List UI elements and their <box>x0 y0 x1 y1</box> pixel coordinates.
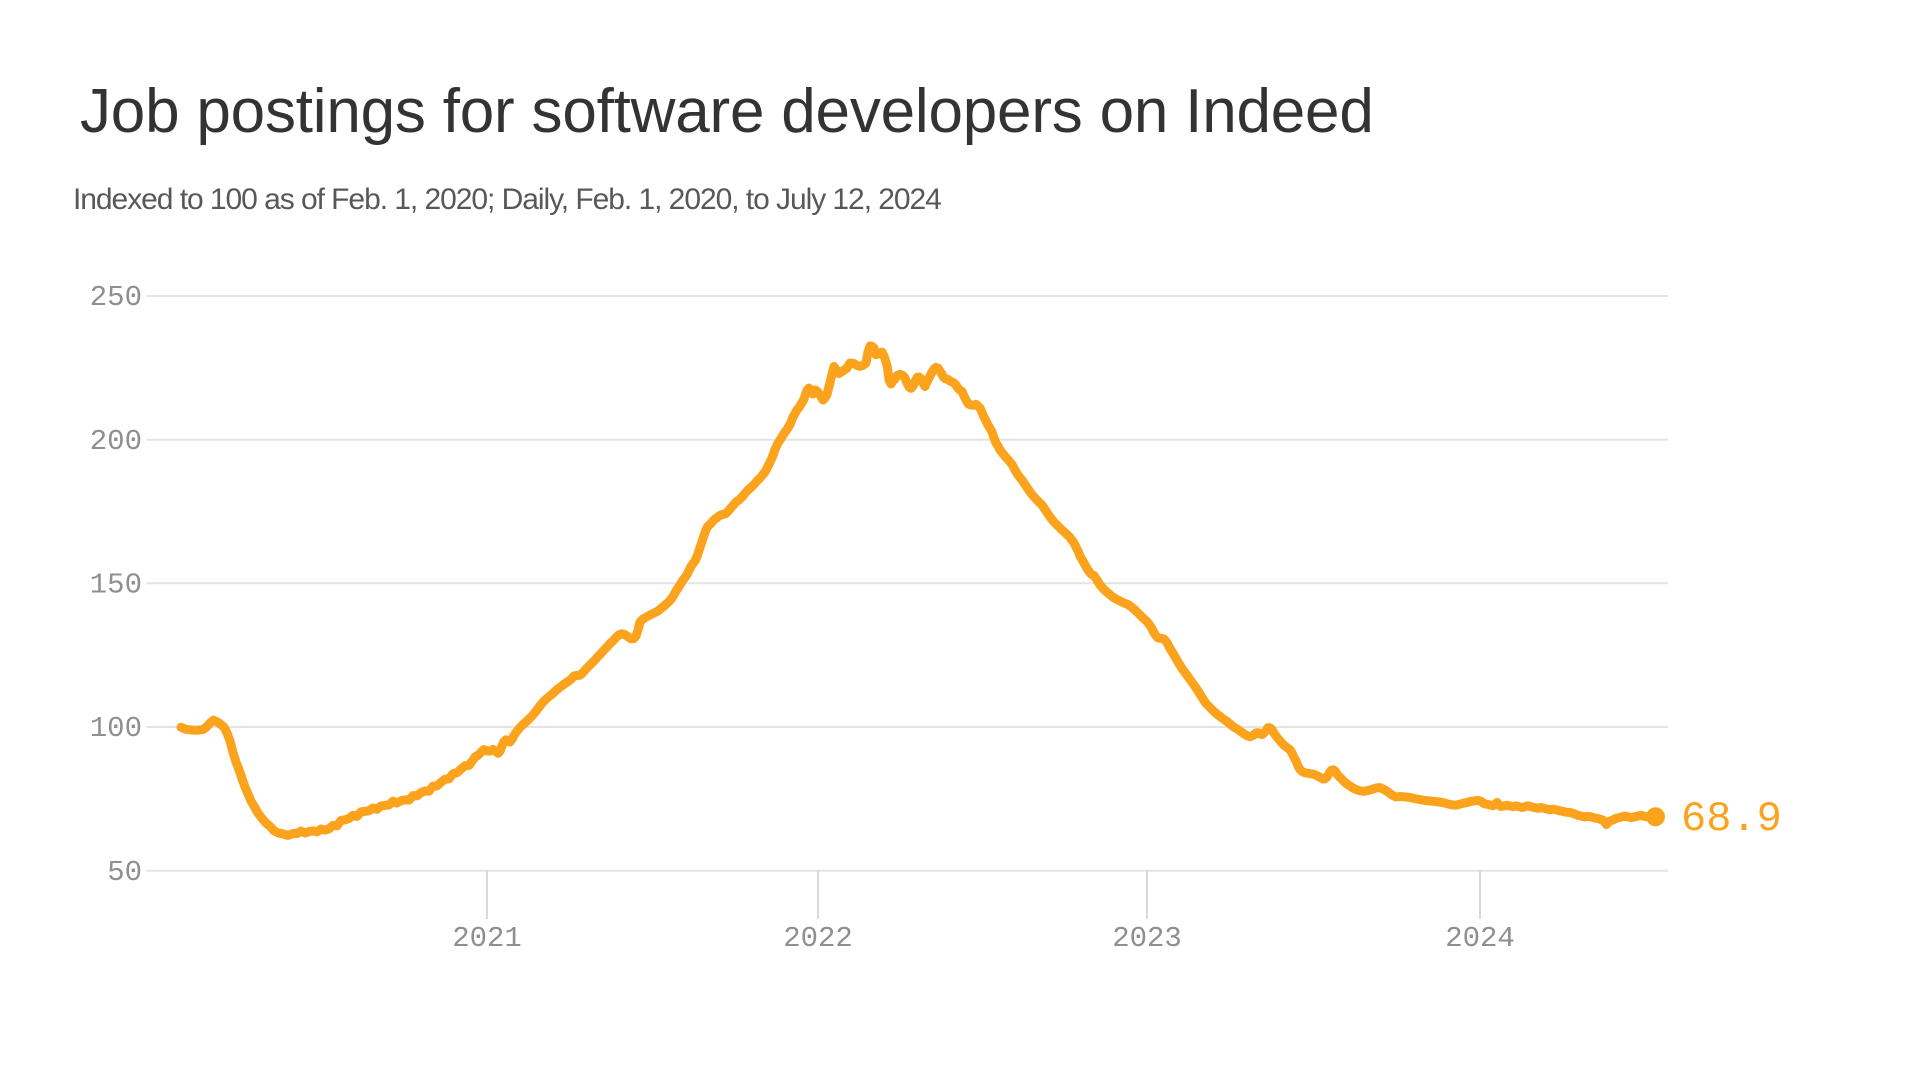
svg-text:50: 50 <box>107 856 142 889</box>
svg-text:68.9: 68.9 <box>1681 795 1782 843</box>
svg-text:200: 200 <box>90 425 142 458</box>
svg-text:250: 250 <box>90 281 142 314</box>
svg-text:2023: 2023 <box>1112 922 1182 955</box>
svg-text:100: 100 <box>90 712 142 745</box>
svg-text:150: 150 <box>90 569 142 602</box>
svg-text:2022: 2022 <box>783 922 853 955</box>
svg-text:2021: 2021 <box>452 922 522 955</box>
svg-text:2024: 2024 <box>1445 922 1515 955</box>
